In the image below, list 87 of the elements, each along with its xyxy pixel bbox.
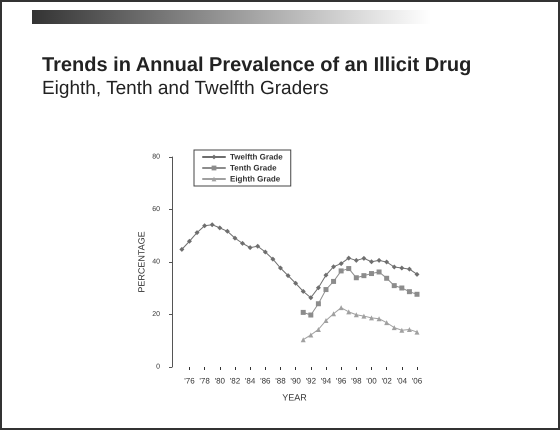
point	[308, 332, 314, 338]
point	[368, 315, 374, 320]
point	[399, 328, 404, 333]
point	[399, 285, 404, 290]
point	[308, 295, 314, 300]
x-tick-label: '06	[412, 376, 423, 386]
point	[338, 261, 344, 266]
point	[293, 280, 298, 286]
point	[376, 269, 382, 274]
x-tick-label: '78	[199, 376, 210, 386]
point	[240, 240, 246, 246]
point	[346, 309, 352, 314]
point	[406, 326, 412, 332]
point	[414, 330, 420, 335]
point	[278, 266, 283, 271]
point	[376, 316, 382, 322]
point	[392, 283, 397, 288]
point	[323, 287, 328, 292]
point	[300, 337, 306, 342]
point	[331, 264, 336, 270]
x-tick-label: '88	[275, 376, 286, 386]
point	[368, 259, 374, 264]
point	[300, 310, 306, 315]
point	[202, 223, 208, 228]
point	[354, 275, 359, 280]
point	[300, 288, 306, 294]
point	[308, 312, 314, 318]
point	[232, 236, 238, 241]
x-tick-label: '04	[396, 376, 408, 386]
chart-subtitle: Eighth, Tenth and Twelfth Graders	[42, 78, 329, 99]
point	[384, 320, 390, 326]
point	[361, 256, 366, 261]
legend-label: Tenth Grade	[230, 164, 278, 172]
point	[368, 271, 374, 276]
legend-label: Twelfth Grade	[230, 152, 284, 162]
point	[361, 314, 366, 319]
point	[346, 266, 352, 272]
point	[316, 301, 321, 306]
x-tick-label: '76	[184, 376, 196, 386]
point	[217, 225, 222, 230]
point	[376, 258, 382, 263]
point	[323, 318, 328, 324]
point	[346, 256, 352, 261]
x-tick-label: '96	[336, 376, 347, 386]
y-axis-title: PERCENTAGE	[136, 231, 146, 293]
point	[194, 230, 200, 236]
point	[262, 250, 268, 255]
x-tick-label: '94	[320, 376, 332, 386]
point	[338, 268, 344, 274]
x-tick-label: '80	[214, 376, 226, 386]
point	[316, 285, 321, 290]
point	[331, 278, 336, 284]
point	[210, 222, 215, 228]
point	[270, 256, 276, 262]
point	[331, 311, 336, 316]
chart-title: Trends in Annual Prevalence of an Illicit Drug	[42, 54, 472, 76]
point	[384, 276, 390, 281]
x-tick-label: '82	[230, 376, 241, 386]
x-tick-label: '98	[351, 376, 362, 386]
x-tick-label: '92	[306, 376, 317, 386]
point	[179, 246, 184, 252]
point	[406, 266, 412, 272]
x-tick-label: '86	[260, 376, 272, 386]
point	[354, 258, 359, 263]
x-axis-title: YEAR	[282, 392, 308, 402]
point	[316, 326, 321, 332]
point	[338, 305, 344, 310]
point	[186, 238, 192, 244]
x-tick-label: '02	[381, 376, 392, 386]
point	[224, 228, 230, 234]
point	[392, 264, 397, 270]
point	[361, 273, 366, 278]
point	[323, 272, 328, 278]
x-tick-label: '90	[290, 376, 302, 386]
point	[392, 325, 397, 330]
point	[255, 244, 260, 249]
point	[354, 312, 359, 318]
point	[414, 292, 420, 297]
x-tick-label: '00	[366, 376, 378, 386]
point	[406, 289, 412, 294]
point	[248, 245, 253, 250]
point	[286, 273, 291, 278]
point	[384, 260, 390, 264]
point	[399, 266, 404, 271]
legend-label: Eighth Grade	[230, 174, 281, 184]
x-tick-label: '84	[244, 376, 256, 386]
point	[414, 272, 420, 277]
